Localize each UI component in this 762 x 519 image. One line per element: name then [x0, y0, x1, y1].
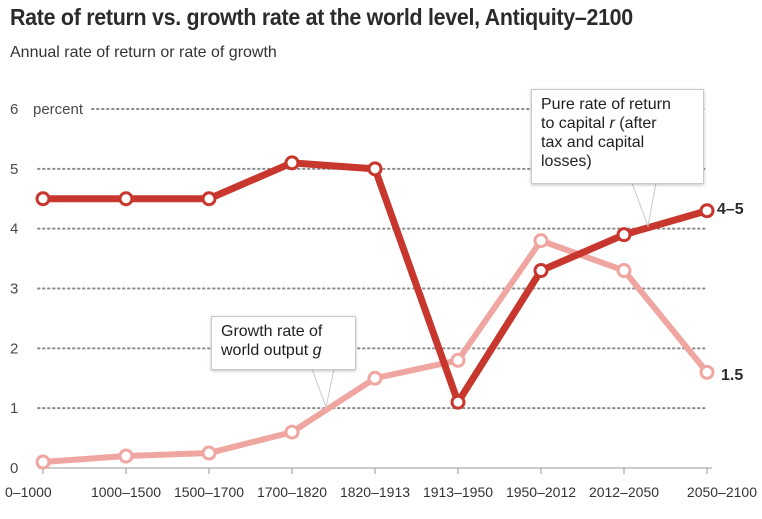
callout-return-line-1: Pure rate of return — [541, 96, 671, 113]
series-0-point — [616, 227, 632, 243]
callout-return-pointer — [631, 182, 657, 228]
callout-growth-rate: Growth rate of world output g — [211, 316, 356, 370]
series-1-point — [533, 233, 549, 249]
series-1-point — [367, 370, 383, 386]
series-line-1 — [40, 237, 710, 466]
end-label-growth: 1.5 — [721, 367, 744, 384]
callout-growth-line-1: Growth rate of — [221, 323, 323, 340]
x-tick-label: 1950–2012 — [506, 484, 576, 500]
x-tick-label: 1820–1913 — [340, 484, 410, 500]
y-tick-unit: percent — [33, 101, 84, 118]
x-tick-label: 0–1000 — [5, 484, 52, 500]
series-0-point — [201, 191, 217, 207]
series-1-point — [616, 263, 632, 279]
callout-growth-pointer — [311, 368, 335, 409]
callout-return-to-capital: Pure rate of return to capital r (after … — [531, 89, 704, 184]
y-tick-label: 4 — [10, 221, 18, 238]
series-layer — [35, 155, 715, 470]
series-1-point — [699, 364, 715, 380]
callout-pointers — [311, 182, 657, 409]
y-axis-ticks: 0 1 2 3 4 5 6 percent — [10, 101, 84, 477]
callout-return-line-4: losses) — [541, 153, 592, 170]
series-1-point — [201, 445, 217, 461]
series-0-point — [367, 161, 383, 177]
y-tick-label: 3 — [10, 281, 18, 298]
y-tick-label: 1 — [10, 400, 18, 417]
series-0-point — [284, 155, 300, 171]
series-1-point — [118, 448, 134, 464]
chart-title: Rate of return vs. growth rate at the wo… — [10, 4, 633, 30]
series-line-0 — [39, 159, 711, 406]
series-1-point — [35, 454, 51, 470]
series-0-point — [450, 394, 466, 410]
series-1-point — [284, 424, 300, 440]
series-0-point — [533, 263, 549, 279]
callout-return-line-3: tax and capital — [541, 134, 645, 151]
end-label-return: 4–5 — [717, 201, 744, 218]
y-tick-label: 5 — [10, 161, 18, 178]
x-tick-label: 2050–2100 — [687, 484, 757, 500]
callout-return-symbol: r — [609, 115, 615, 132]
x-axis-ticks: 0–1000 1000–1500 1500–1700 1700–1820 1820–19… — [5, 468, 757, 500]
x-tick-label: 2012–2050 — [589, 484, 659, 500]
y-tick-label: 0 — [10, 460, 18, 477]
series-0-point — [35, 191, 51, 207]
callout-return-line-2b: (after — [614, 115, 657, 132]
chart-subtitle: Annual rate of return or rate of growth — [10, 44, 277, 61]
callout-growth-symbol: g — [312, 342, 322, 359]
x-tick-label: 1700–1820 — [257, 484, 327, 500]
callout-return-line-2a: to capital — [541, 115, 606, 132]
y-tick-label: 6 — [10, 101, 18, 118]
x-tick-label: 1500–1700 — [174, 484, 244, 500]
series-0-point — [699, 203, 715, 219]
x-tick-label: 1000–1500 — [91, 484, 161, 500]
y-tick-label: 2 — [10, 340, 18, 357]
series-0-point — [118, 191, 134, 207]
series-1-point — [450, 352, 466, 368]
x-tick-label: 1913–1950 — [423, 484, 493, 500]
callout-growth-line-2: world output — [221, 342, 309, 359]
